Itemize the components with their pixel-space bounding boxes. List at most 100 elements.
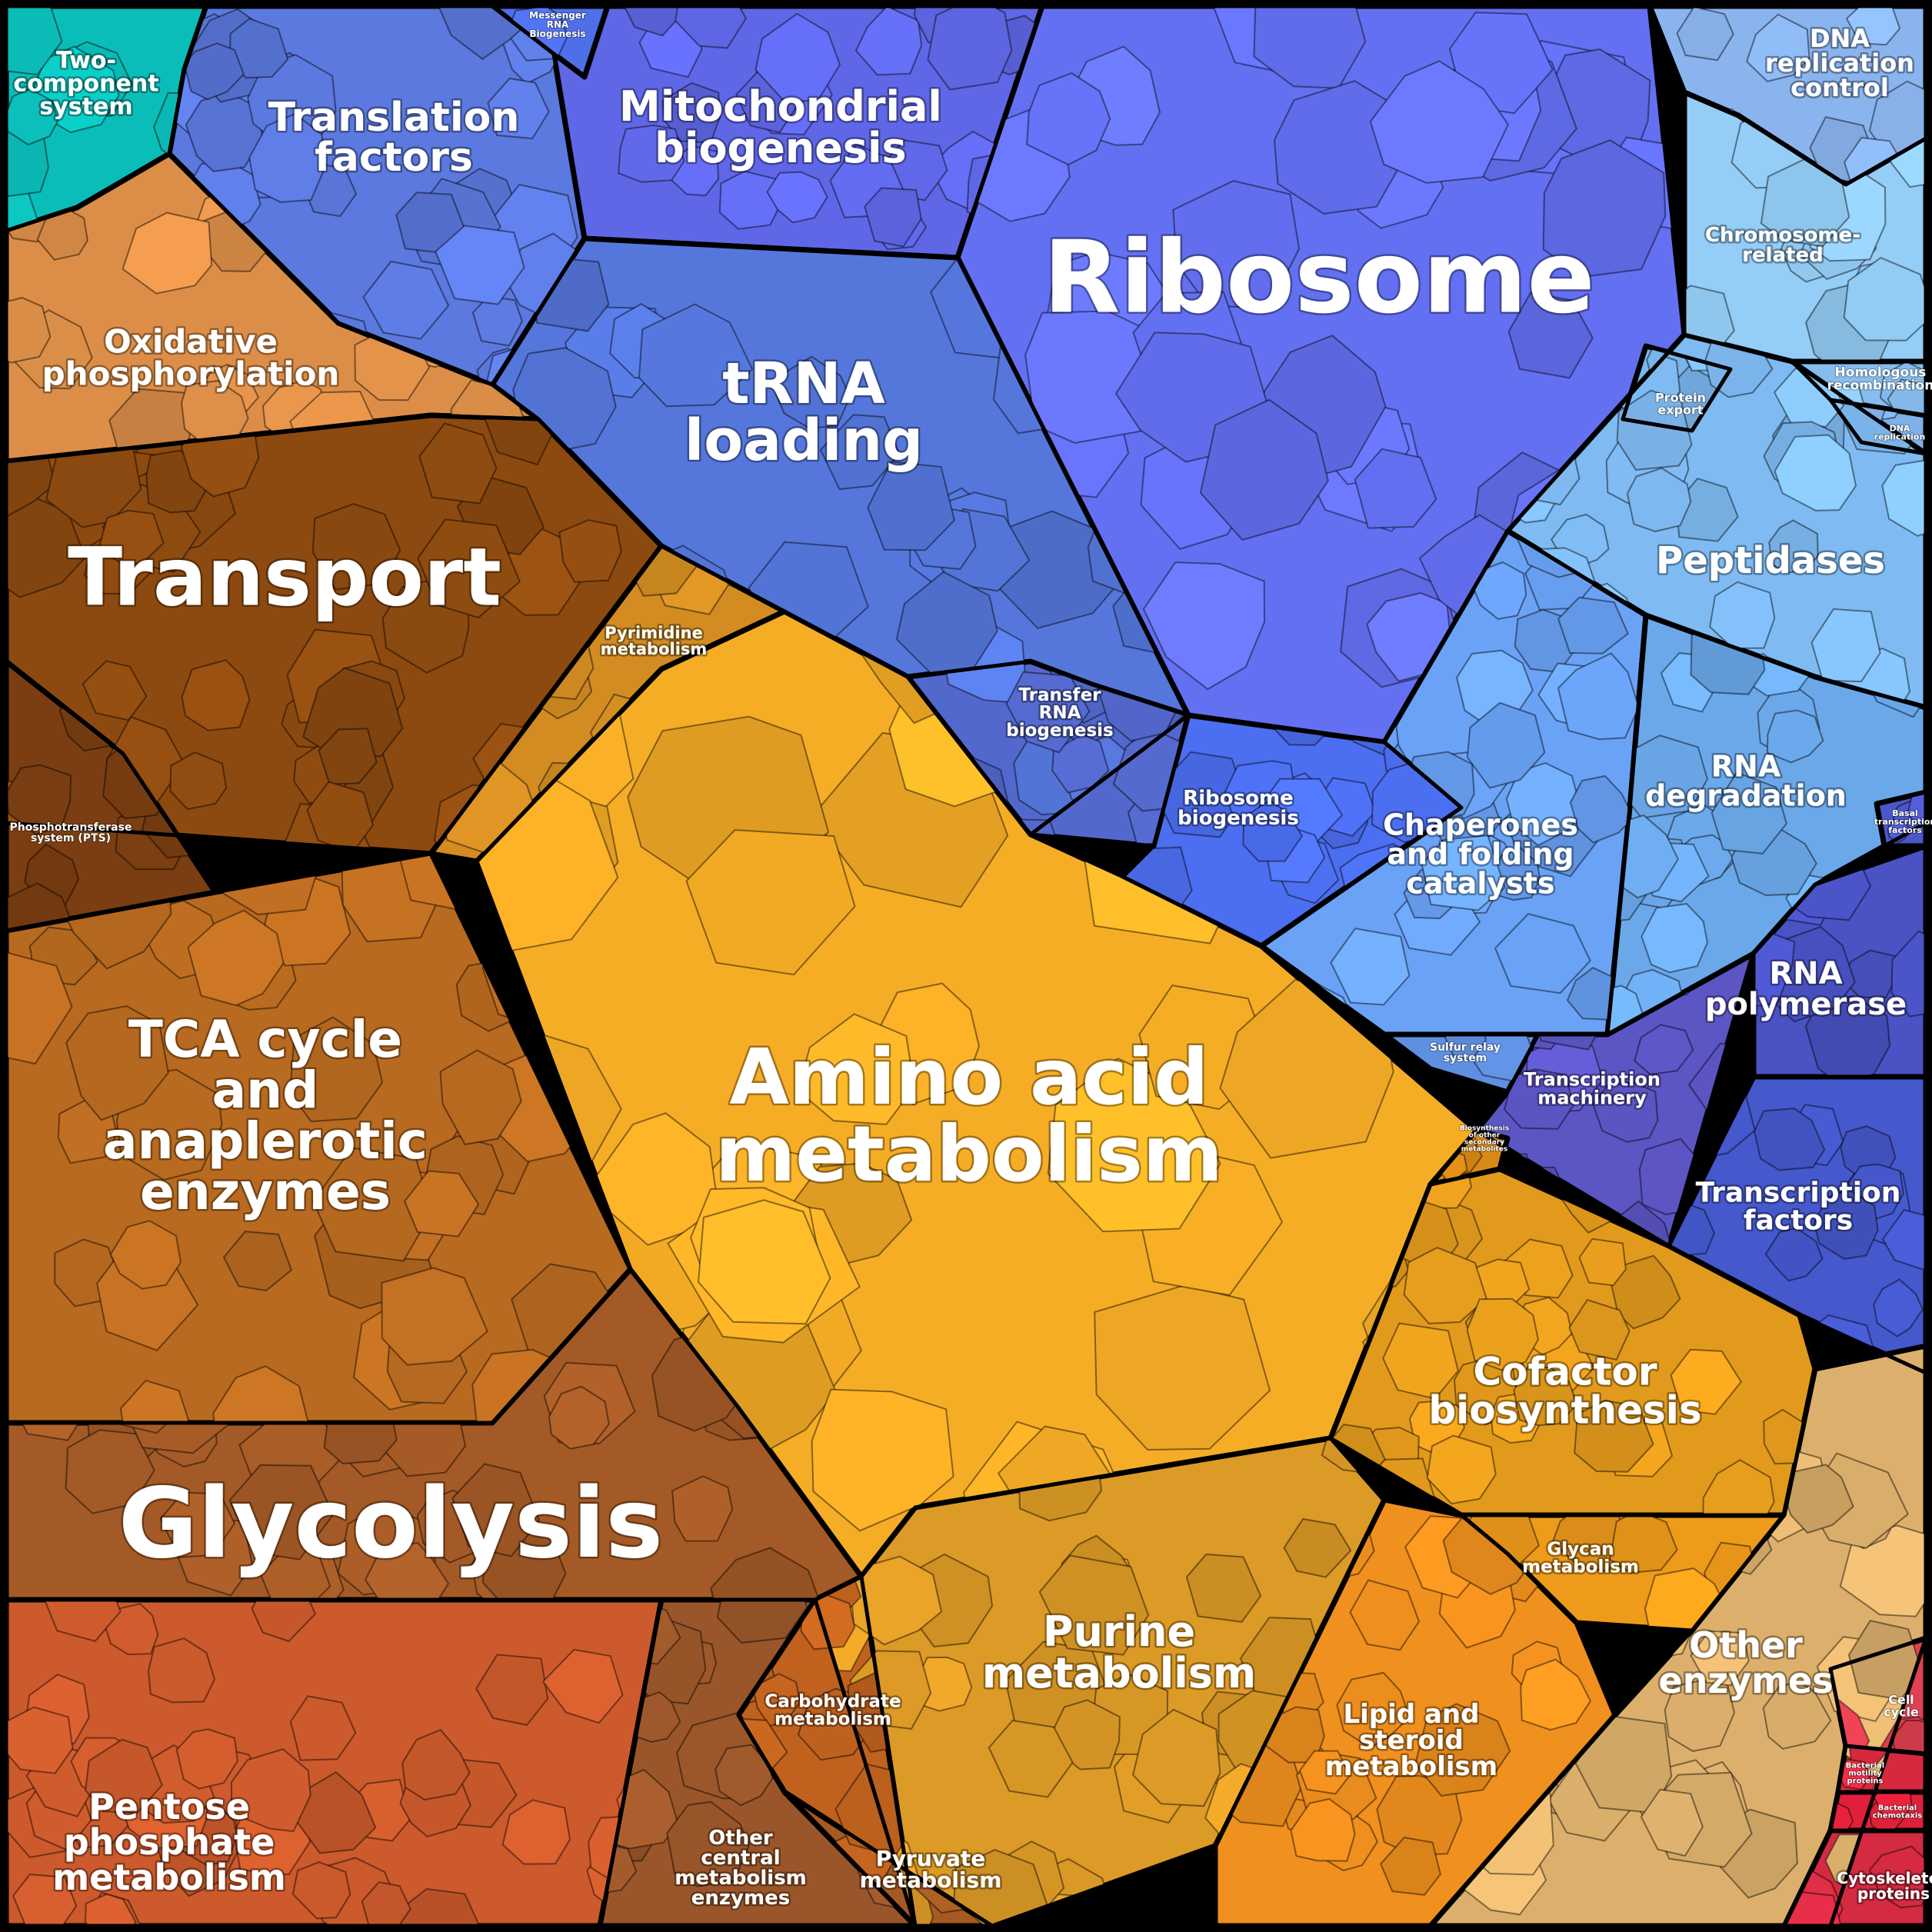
- cell: [773, 355, 851, 429]
- label-line: replication: [1765, 48, 1914, 78]
- label-line: biogenesis: [1006, 721, 1113, 741]
- label-line: Messenger: [529, 10, 586, 21]
- label-secondary: Biosynthesis of other secondary metabolites: [1460, 1125, 1509, 1154]
- label-translation-factors: Translation factors: [268, 95, 520, 181]
- cell: [710, 1547, 821, 1600]
- label-line: metabolism: [675, 1867, 807, 1890]
- label-glycolysis: Glycolysis: [118, 1467, 664, 1580]
- cell: [84, 1893, 137, 1926]
- label-line: loading: [685, 408, 923, 474]
- label-line: system: [1444, 1052, 1487, 1064]
- label-line: proteins: [1847, 1777, 1883, 1786]
- label-ribosome: Ribosome: [1043, 219, 1594, 336]
- cell: [1574, 1399, 1654, 1473]
- labels-layer: Two-component system Translation factorsMes…: [9, 9, 1932, 1911]
- cell: [867, 461, 956, 551]
- cell: [403, 1170, 480, 1237]
- label-line: factors: [1744, 1205, 1853, 1237]
- label-line: Cofactor: [1473, 1350, 1657, 1394]
- label-homologous: Homologous recombination: [1827, 365, 1932, 393]
- cells-pentose: [6, 1600, 661, 1926]
- cell: [548, 1385, 610, 1450]
- cell: [475, 1654, 549, 1727]
- cell: [228, 1464, 335, 1561]
- label-line: component: [13, 71, 158, 98]
- cell: [1507, 291, 1594, 379]
- cell: [1710, 771, 1787, 854]
- cell: [1810, 608, 1881, 683]
- label-rna-polymerase: RNA polymerase: [1705, 956, 1907, 1022]
- cell: [1380, 1837, 1441, 1896]
- cell: [289, 1695, 357, 1761]
- label-line: degradation: [1645, 778, 1847, 812]
- label-line: Cytoskeleton: [1837, 1869, 1932, 1887]
- cell: [1887, 378, 1926, 415]
- label-transcription-factors: Transcription factors: [1696, 1178, 1901, 1237]
- cell: [1764, 1227, 1824, 1282]
- cell: [119, 1379, 190, 1423]
- label-line: Biogenesis: [529, 28, 585, 39]
- label-line: phosphorylation: [42, 355, 340, 393]
- label-line: steroid: [1359, 1725, 1464, 1756]
- cell: [1199, 398, 1329, 541]
- cell: [418, 422, 498, 505]
- label-line: Translation: [268, 95, 520, 141]
- label-line: factors: [315, 135, 473, 181]
- cell: [811, 1388, 954, 1532]
- cell: [766, 171, 828, 224]
- label-line: phosphate: [64, 1821, 275, 1863]
- label-pts: Phosphotransferase system (PTS): [10, 821, 132, 844]
- label-bacterial-motility: Bacterial motility proteins: [1846, 1762, 1884, 1786]
- label-line: Chaperones: [1383, 808, 1578, 841]
- label-line: DNA: [1890, 423, 1910, 433]
- cell: [754, 12, 841, 104]
- cell: [6, 1706, 74, 1774]
- cell: [471, 295, 523, 347]
- cell: [927, 6, 1013, 91]
- label-line: enzymes: [140, 1162, 391, 1221]
- cell: [718, 170, 784, 230]
- label-line: RNA: [1711, 749, 1781, 783]
- label-line: Phosphotransferase: [10, 821, 132, 834]
- label-line: metabolism: [52, 1857, 286, 1898]
- label-line: cycle: [1884, 1705, 1919, 1720]
- cell: [82, 660, 148, 721]
- cell: [1774, 434, 1857, 511]
- label-line: and folding: [1387, 837, 1574, 871]
- label-line: Peptidases: [1656, 539, 1885, 582]
- label-line: metabolism: [982, 1649, 1256, 1697]
- cell: [248, 112, 327, 203]
- cell: [65, 1005, 169, 1121]
- cell: [661, 82, 721, 144]
- label-line: Oxidative: [104, 323, 278, 361]
- cell: [1142, 561, 1266, 691]
- label-line: control: [1790, 73, 1889, 102]
- label-sulfur-relay: Sulfur relay system: [1430, 1041, 1501, 1064]
- cell: [1354, 448, 1437, 529]
- cell: [1242, 799, 1304, 862]
- label-line: related: [1742, 244, 1824, 267]
- cell: [42, 1600, 122, 1643]
- label-line: Other: [708, 1827, 773, 1850]
- label-two-component: Two-component system: [13, 48, 158, 121]
- label-line: enzymes: [691, 1887, 790, 1910]
- cell: [620, 6, 685, 37]
- label-pyruvate: Pyruvate metabolism: [860, 1846, 1002, 1893]
- cell: [230, 1748, 311, 1833]
- cell: [1848, 1746, 1887, 1771]
- label-transfer-rna: Transfer RNA biogenesis: [1006, 685, 1113, 741]
- label-oxphos: Oxidative phosphorylation: [42, 323, 340, 393]
- label-line: Protein: [1655, 391, 1706, 405]
- cell: [1298, 1750, 1351, 1795]
- label-glycan: Glycan metabolism: [1522, 1540, 1639, 1577]
- cell: [437, 6, 530, 60]
- label-line: Other: [1689, 1624, 1803, 1666]
- cell: [312, 1147, 433, 1262]
- cell: [1290, 1797, 1356, 1862]
- label-line: RNA: [1039, 703, 1081, 723]
- cell: [1426, 1434, 1497, 1505]
- label-line: DNA: [1810, 24, 1870, 53]
- label-tca: TCA cycle and anaplerotic enzymes: [103, 1010, 428, 1221]
- cell: [1592, 1081, 1659, 1143]
